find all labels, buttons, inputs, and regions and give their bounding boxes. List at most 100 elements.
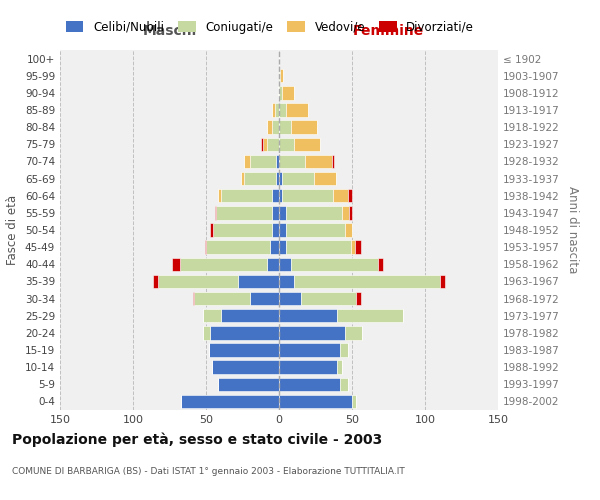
Legend: Celibi/Nubili, Coniugati/e, Vedovi/e, Divorziati/e: Celibi/Nubili, Coniugati/e, Vedovi/e, Di… <box>61 16 479 38</box>
Bar <box>205 240 206 254</box>
Bar <box>158 274 238 288</box>
Bar <box>215 206 216 220</box>
Text: Maschi: Maschi <box>142 24 197 38</box>
Bar <box>340 378 347 391</box>
Bar <box>314 172 336 186</box>
Bar <box>279 292 301 306</box>
Bar <box>218 189 221 202</box>
Bar <box>279 138 293 151</box>
Bar <box>244 154 250 168</box>
Bar <box>347 189 352 202</box>
Text: COMUNE DI BARBARIGA (BS) - Dati ISTAT 1° gennaio 2003 - Elaborazione TUTTITALIA.: COMUNE DI BARBARIGA (BS) - Dati ISTAT 1°… <box>12 468 405 476</box>
Bar <box>279 86 282 100</box>
Bar <box>278 86 279 100</box>
Bar <box>250 154 276 168</box>
Bar <box>301 292 356 306</box>
Bar <box>212 360 279 374</box>
Text: Femmine: Femmine <box>353 24 424 38</box>
Bar <box>272 224 279 236</box>
Bar <box>279 309 337 322</box>
Bar <box>356 292 361 306</box>
Bar <box>218 378 279 391</box>
Bar <box>272 104 275 117</box>
Bar <box>279 154 305 168</box>
Bar <box>286 224 345 236</box>
Bar <box>282 189 333 202</box>
Bar <box>154 274 158 288</box>
Bar <box>293 274 440 288</box>
Bar <box>221 189 272 202</box>
Text: Popolazione per età, sesso e stato civile - 2003: Popolazione per età, sesso e stato civil… <box>12 432 382 447</box>
Bar <box>279 360 337 374</box>
Bar <box>286 240 350 254</box>
Bar <box>290 258 378 271</box>
Bar <box>280 69 283 82</box>
Bar <box>440 274 445 288</box>
Bar <box>244 172 276 186</box>
Bar <box>272 189 279 202</box>
Bar <box>279 258 290 271</box>
Bar <box>209 344 279 356</box>
Bar <box>286 104 308 117</box>
Bar <box>241 172 244 186</box>
Bar <box>355 240 361 254</box>
Bar <box>180 258 268 271</box>
Bar <box>279 378 340 391</box>
Bar <box>203 309 221 322</box>
Bar <box>193 292 194 306</box>
Bar <box>262 138 263 151</box>
Bar <box>250 292 279 306</box>
Bar <box>221 309 279 322</box>
Bar <box>211 326 279 340</box>
Bar <box>333 189 347 202</box>
Bar <box>349 206 352 220</box>
Bar <box>282 172 314 186</box>
Y-axis label: Fasce di età: Fasce di età <box>7 195 19 265</box>
Bar <box>270 240 279 254</box>
Bar <box>279 326 344 340</box>
Bar <box>263 138 268 151</box>
Bar <box>279 206 286 220</box>
Bar <box>337 360 342 374</box>
Bar <box>337 309 403 322</box>
Bar <box>332 154 334 168</box>
Bar <box>276 154 279 168</box>
Bar <box>268 120 272 134</box>
Bar <box>279 104 286 117</box>
Bar <box>279 240 286 254</box>
Bar <box>268 138 279 151</box>
Bar <box>279 189 282 202</box>
Bar <box>279 224 286 236</box>
Bar <box>344 326 362 340</box>
Bar <box>214 224 272 236</box>
Bar <box>340 344 347 356</box>
Bar <box>279 274 293 288</box>
Bar <box>268 258 279 271</box>
Bar <box>344 224 352 236</box>
Bar <box>216 206 272 220</box>
Bar <box>272 206 279 220</box>
Bar <box>211 224 214 236</box>
Bar <box>282 86 293 100</box>
Bar <box>279 344 340 356</box>
Bar <box>203 326 211 340</box>
Bar <box>279 394 352 408</box>
Bar <box>275 104 279 117</box>
Bar <box>293 138 320 151</box>
Bar <box>206 240 270 254</box>
Bar <box>305 154 332 168</box>
Bar <box>181 394 279 408</box>
Bar <box>172 258 180 271</box>
Bar <box>276 172 279 186</box>
Bar <box>279 69 280 82</box>
Bar <box>238 274 279 288</box>
Bar <box>279 120 290 134</box>
Bar <box>290 120 317 134</box>
Bar <box>194 292 250 306</box>
Bar <box>352 394 356 408</box>
Bar <box>378 258 383 271</box>
Bar <box>279 172 282 186</box>
Bar <box>342 206 349 220</box>
Bar <box>350 240 355 254</box>
Bar <box>286 206 342 220</box>
